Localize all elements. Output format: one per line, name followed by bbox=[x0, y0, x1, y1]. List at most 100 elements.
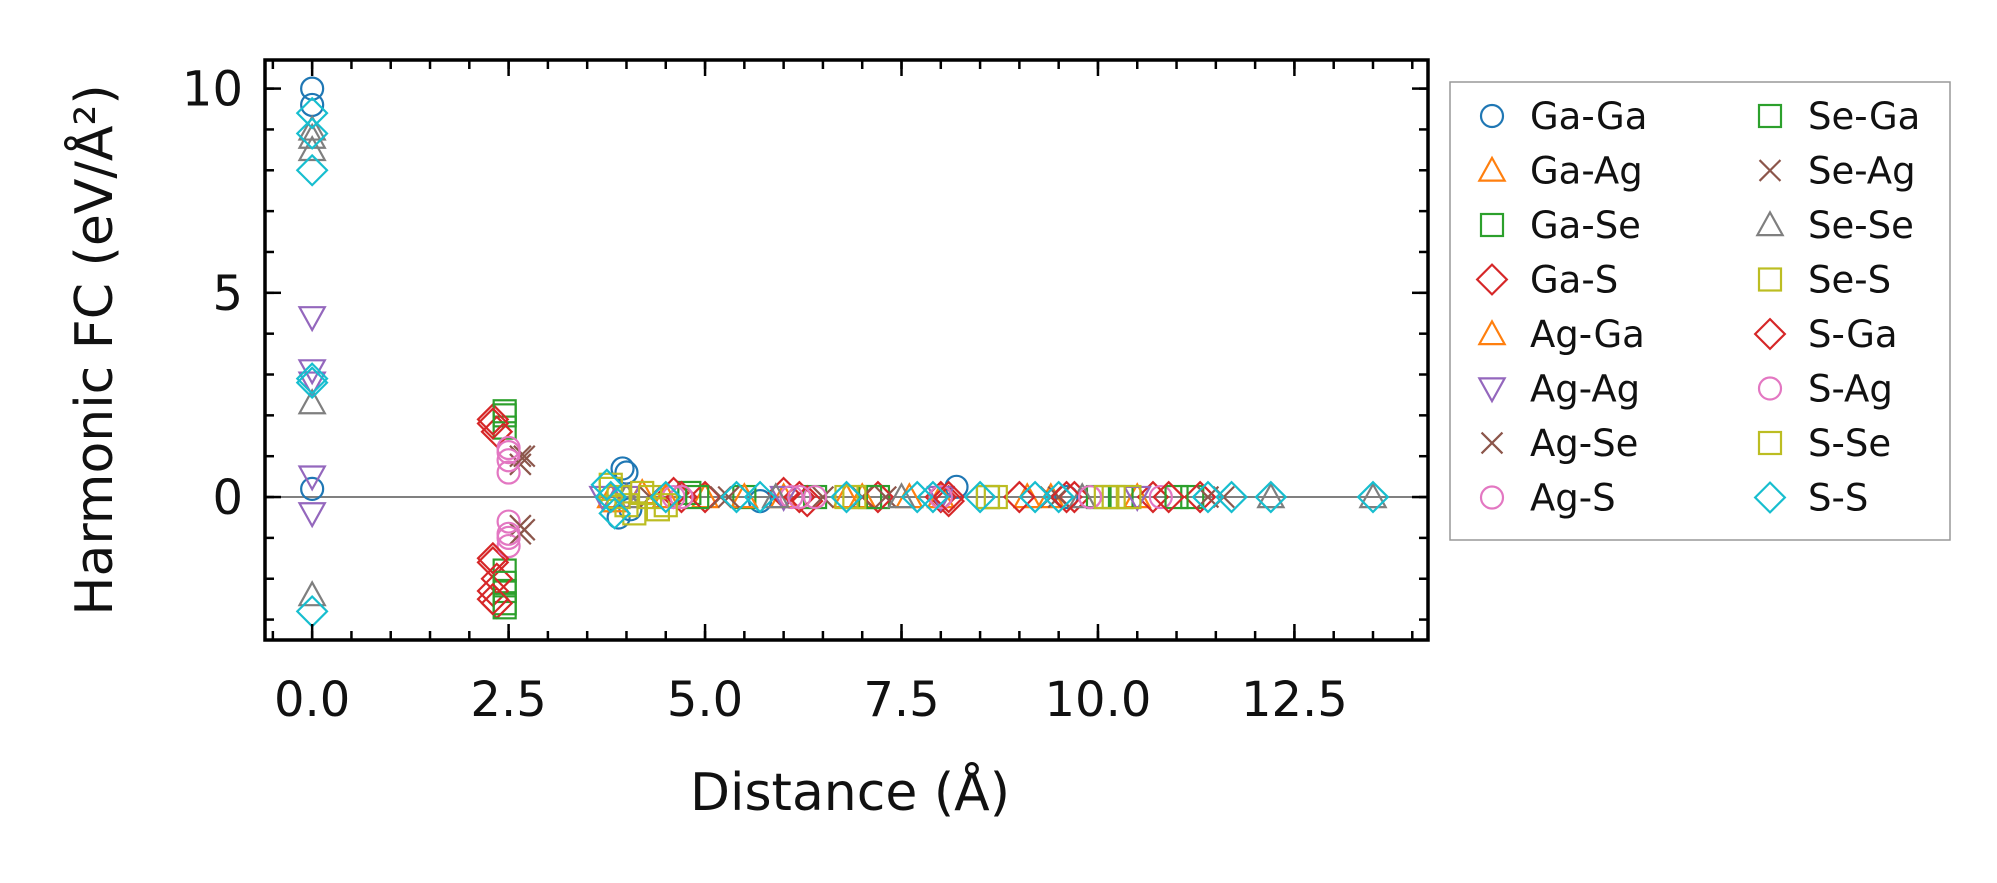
data-point bbox=[598, 496, 632, 530]
data-point bbox=[598, 476, 623, 501]
legend-entry: S-S bbox=[1753, 477, 1868, 520]
legend-label: S-Ga bbox=[1808, 313, 1898, 356]
legend-marker bbox=[1758, 159, 1782, 182]
legend-label: Se-Ag bbox=[1808, 150, 1916, 193]
legend-marker bbox=[1475, 263, 1509, 296]
data-point bbox=[492, 570, 517, 595]
plot-frame bbox=[263, 58, 1430, 642]
data-point bbox=[811, 485, 835, 509]
data-point bbox=[743, 480, 777, 514]
data-point bbox=[295, 366, 329, 400]
data-point bbox=[300, 476, 325, 501]
data-point bbox=[513, 444, 536, 468]
legend-label: S-Se bbox=[1808, 422, 1891, 465]
data-point bbox=[1050, 480, 1083, 514]
data-point bbox=[963, 480, 997, 514]
legend-entry: Se-Se bbox=[1755, 204, 1914, 247]
legend-entry: S-Ag bbox=[1757, 368, 1893, 411]
data-point bbox=[661, 484, 686, 510]
legend-marker bbox=[1757, 267, 1783, 292]
legend-marker bbox=[1479, 212, 1505, 238]
legend-label: Ga-S bbox=[1530, 259, 1618, 302]
legend-label: Ag-Ag bbox=[1530, 368, 1640, 411]
legend-label: Ga-Se bbox=[1530, 204, 1641, 247]
data-point bbox=[476, 582, 510, 616]
x-tick-label: 5.0 bbox=[667, 672, 743, 728]
legend-marker bbox=[1757, 103, 1783, 129]
data-point bbox=[1254, 480, 1288, 514]
data-point bbox=[476, 407, 510, 440]
legend-label: Ag-Se bbox=[1530, 422, 1638, 465]
data-point bbox=[720, 480, 753, 514]
data-point bbox=[874, 485, 898, 509]
data-point bbox=[1183, 480, 1217, 514]
data-point bbox=[295, 96, 329, 130]
legend-entry: Se-Ga bbox=[1757, 95, 1920, 138]
legend-marker bbox=[1757, 430, 1783, 456]
data-point bbox=[492, 399, 517, 424]
legend-label: Se-Ga bbox=[1808, 95, 1920, 138]
data-point bbox=[1256, 482, 1286, 509]
x-tick-label: 0.0 bbox=[274, 672, 350, 728]
data-point bbox=[476, 403, 510, 436]
legend-marker bbox=[1479, 485, 1505, 510]
x-tick-label: 7.5 bbox=[863, 672, 939, 728]
data-point bbox=[614, 460, 639, 485]
data-point bbox=[830, 480, 863, 514]
data-point bbox=[886, 482, 917, 509]
data-point bbox=[496, 440, 521, 465]
legend-label: Ga-Ag bbox=[1530, 150, 1643, 193]
data-point bbox=[492, 578, 517, 604]
legend-marker bbox=[1479, 103, 1505, 129]
data-point bbox=[1002, 480, 1036, 514]
legend-marker bbox=[1755, 210, 1785, 237]
data-point bbox=[928, 484, 953, 510]
y-axis-label: Harmonic FC (eV/Å²) bbox=[63, 84, 125, 615]
legend-marker bbox=[1477, 319, 1507, 346]
data-point bbox=[1191, 480, 1225, 514]
x-tick-label: 12.5 bbox=[1241, 672, 1348, 728]
plot-area: 0.0 2.5 5.0 7.5 10.0 12.5 0 5 10 bbox=[182, 58, 1430, 728]
data-point bbox=[496, 533, 521, 559]
data-point bbox=[1136, 480, 1170, 514]
legend-marker bbox=[1753, 317, 1787, 351]
data-point bbox=[297, 388, 327, 415]
data-point bbox=[496, 460, 521, 485]
legend-entry: S-Se bbox=[1757, 422, 1891, 465]
legend-marker bbox=[1480, 431, 1504, 455]
data-point bbox=[651, 482, 681, 509]
legend-entry: S-Ga bbox=[1753, 313, 1898, 356]
data-point bbox=[1180, 484, 1205, 510]
legend-entry: Ga-Ag bbox=[1477, 150, 1643, 193]
data-point bbox=[932, 484, 966, 518]
legend-entry: Ag-S bbox=[1479, 477, 1616, 520]
data-point bbox=[496, 525, 521, 550]
legend-label: S-Ag bbox=[1808, 368, 1893, 411]
data-point bbox=[297, 134, 327, 162]
legend-entry: Ag-Ag bbox=[1477, 368, 1640, 411]
legend-entry: Ag-Ga bbox=[1477, 313, 1645, 356]
data-point bbox=[649, 480, 683, 514]
legend-label: Ag-S bbox=[1530, 477, 1616, 520]
data-point bbox=[802, 484, 828, 510]
data-point bbox=[1078, 484, 1103, 510]
data-point bbox=[637, 484, 663, 510]
data-point bbox=[295, 117, 329, 150]
data-point bbox=[513, 518, 536, 541]
legend-label: Ga-Ga bbox=[1530, 95, 1647, 138]
data-point bbox=[295, 153, 329, 187]
legend-entry: Ga-Se bbox=[1479, 204, 1641, 247]
data-point bbox=[297, 371, 327, 398]
data-point bbox=[594, 480, 628, 514]
data-point bbox=[297, 465, 327, 492]
data-point bbox=[297, 114, 327, 141]
data-point bbox=[761, 482, 791, 509]
data-point bbox=[496, 509, 521, 534]
series-se-ga bbox=[492, 399, 1189, 620]
x-axis-label: Distance (Å) bbox=[690, 761, 1010, 823]
data-point bbox=[790, 484, 824, 518]
series-se-se bbox=[297, 114, 1388, 607]
data-point bbox=[1356, 480, 1390, 514]
data-point bbox=[1148, 484, 1173, 510]
